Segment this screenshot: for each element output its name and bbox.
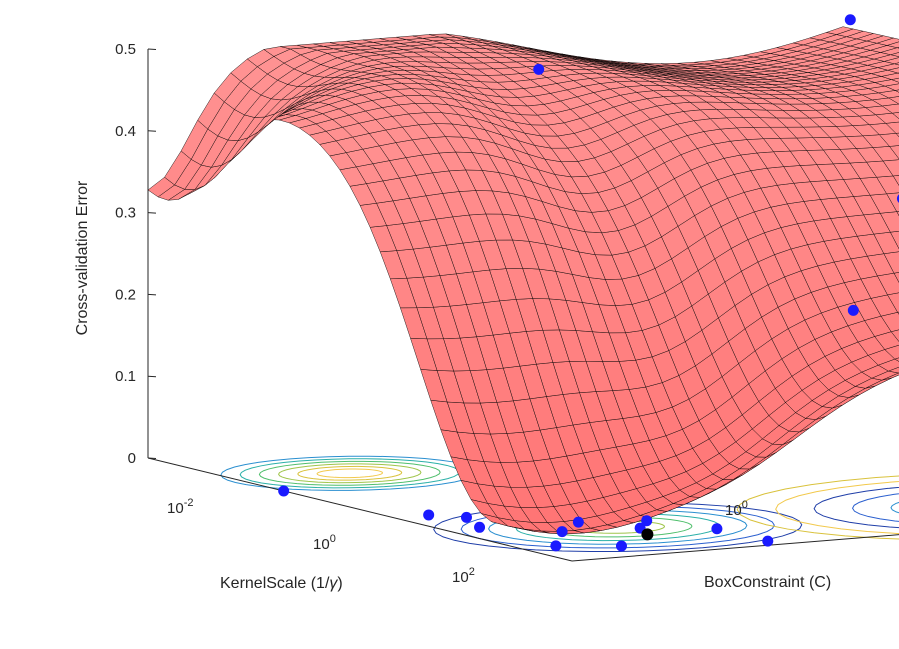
z-tick-mark <box>147 293 157 296</box>
surface-patch <box>893 272 899 283</box>
observed-point <box>847 304 859 316</box>
z-tick-mark <box>147 48 157 50</box>
surface-patch <box>892 175 899 186</box>
observed-point <box>533 63 545 75</box>
surface-patch <box>895 132 899 138</box>
z-tick-labels: 0 0.1 0.2 0.3 0.4 0.5 <box>115 41 136 467</box>
surface-patch <box>890 77 899 83</box>
x-tick-label-1: 10-2 <box>167 497 193 517</box>
x-axis-line <box>147 457 573 562</box>
y-axis-line <box>571 534 899 562</box>
observed-point <box>460 511 472 523</box>
z-tick-label: 0.1 <box>115 368 136 385</box>
x-axis-label: KernelScale (1/γ) <box>220 575 343 592</box>
surface-patch <box>887 96 899 105</box>
error-surface <box>147 26 899 535</box>
observed-point <box>423 509 435 521</box>
x-tick-label-2: 100 <box>313 533 336 553</box>
surface-patch <box>889 145 899 160</box>
observed-points <box>278 14 899 552</box>
surface-patch <box>890 329 899 342</box>
z-axis-label: Cross-validation Error <box>74 180 91 335</box>
surface-patch <box>825 26 855 35</box>
surface-patch <box>890 52 899 57</box>
floor-contour-line <box>239 458 460 489</box>
svg-text:100: 100 <box>313 533 336 553</box>
observed-point <box>615 540 627 552</box>
z-tick-mark <box>147 212 157 214</box>
floor-contour-line <box>278 463 422 484</box>
floor-contour-line <box>258 460 441 486</box>
svg-text:102: 102 <box>452 566 475 586</box>
observed-point <box>711 523 723 535</box>
surface-patch <box>896 211 899 217</box>
floor-contour-line <box>316 468 384 479</box>
floor-contour-line <box>775 480 899 535</box>
z-tick-label: 0 <box>128 450 136 467</box>
x-tick-label-3: 102 <box>452 566 475 586</box>
svg-text:10-2: 10-2 <box>167 497 193 517</box>
z-tick-mark <box>147 457 157 459</box>
minimum-point <box>641 528 654 541</box>
z-tick-label: 0.3 <box>115 205 136 222</box>
observed-point <box>762 535 774 547</box>
observed-point <box>641 515 653 527</box>
z-tick-label: 0.5 <box>115 41 136 58</box>
surface-patch <box>891 112 899 120</box>
observed-point <box>556 526 568 538</box>
floor-contour-line <box>736 475 899 540</box>
z-tick-mark <box>147 375 157 378</box>
y-axis-label: BoxConstraint (C) <box>704 574 831 591</box>
z-tick-mark <box>147 130 157 132</box>
svg-text:100: 100 <box>725 499 748 519</box>
observed-point <box>572 516 584 528</box>
observed-point <box>550 540 562 552</box>
observed-point <box>474 521 486 533</box>
floor-contour-line <box>890 501 899 514</box>
surface-patch <box>887 366 899 374</box>
y-tick-label-1: 100 <box>725 499 748 519</box>
axes-lines <box>147 48 899 562</box>
z-tick-label: 0.2 <box>115 286 136 303</box>
observed-point <box>896 194 899 203</box>
surface-patch <box>889 230 899 250</box>
observed-point <box>278 485 290 497</box>
floor-contour-line <box>813 486 899 529</box>
surface-patch <box>894 62 899 66</box>
surface-patch <box>894 357 899 362</box>
observed-point <box>844 14 856 26</box>
floor-contour-line <box>297 465 403 481</box>
z-tick-label: 0.4 <box>115 123 136 140</box>
